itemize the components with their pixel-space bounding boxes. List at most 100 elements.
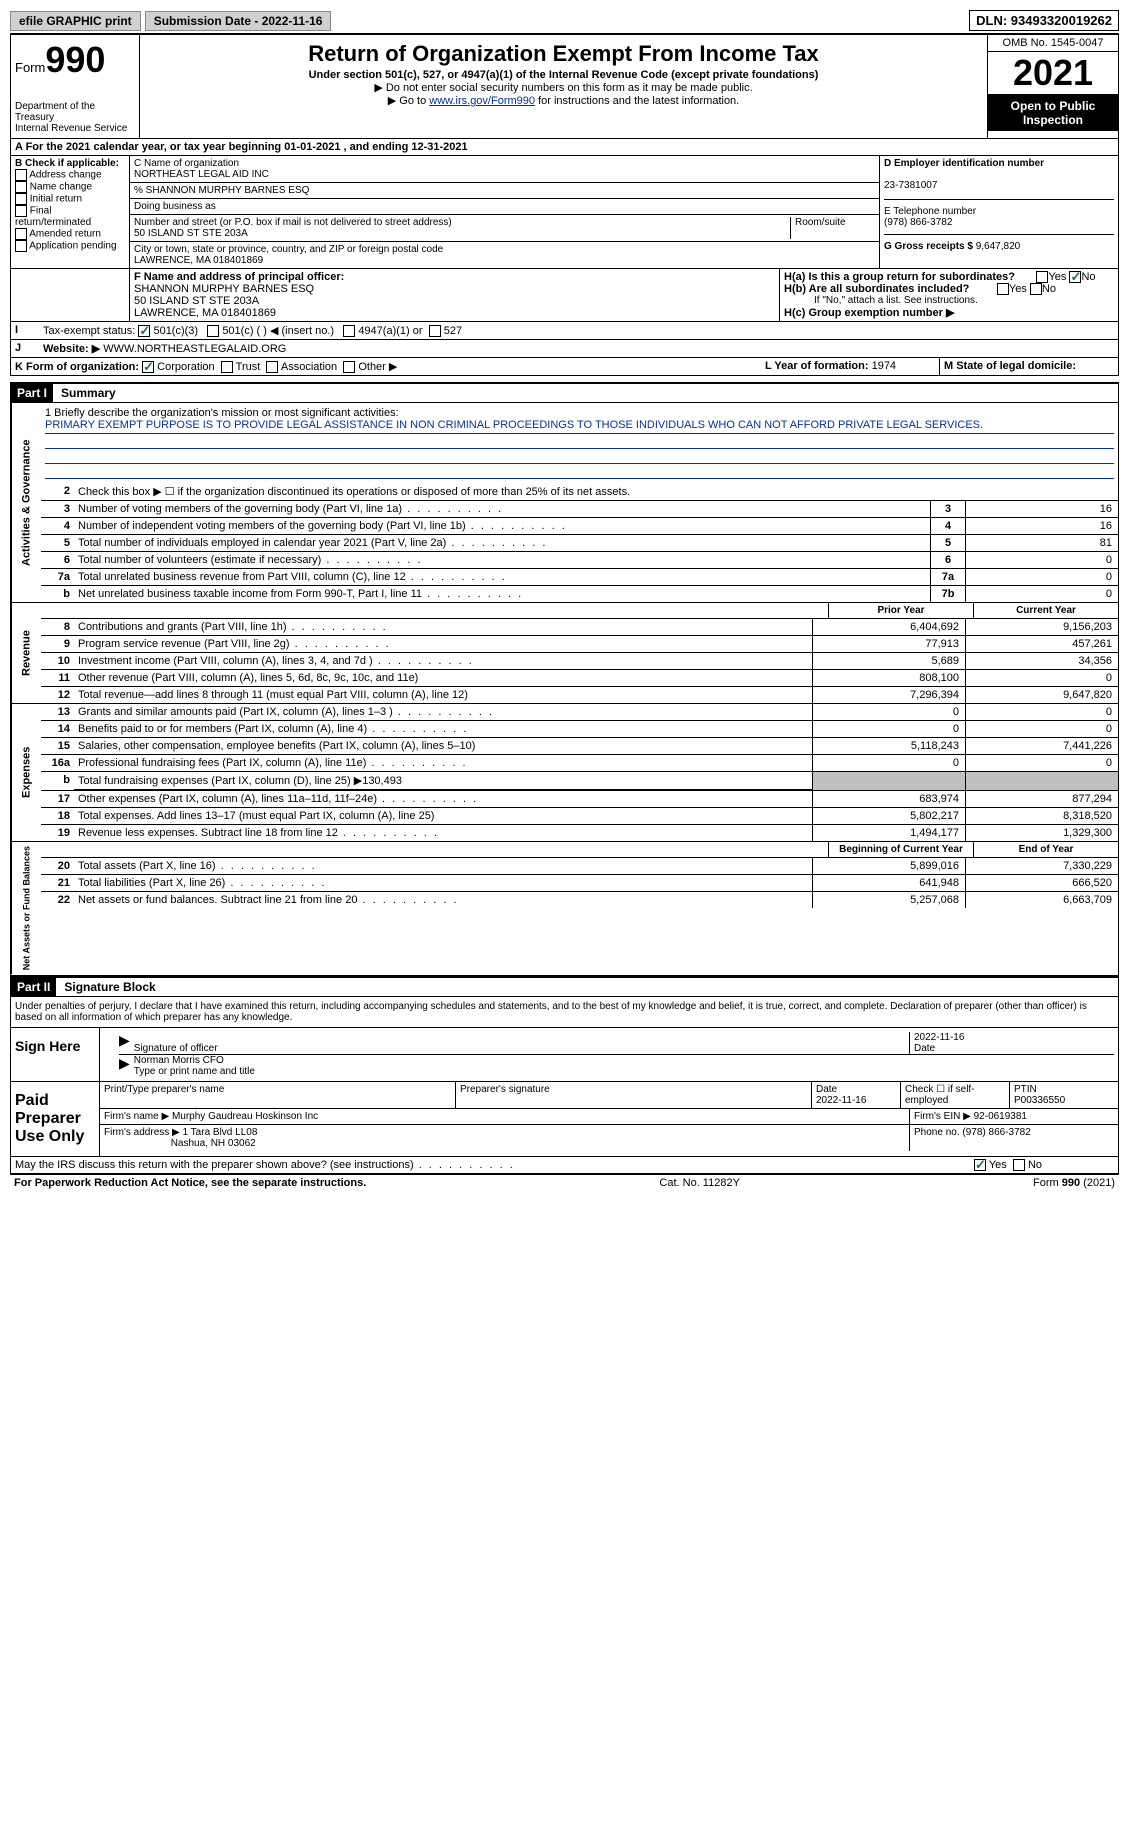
line16a-prior: 0: [812, 755, 965, 771]
line3-box: 3: [930, 501, 965, 517]
side-revenue: Revenue: [11, 603, 41, 703]
gross-receipts: 9,647,820: [976, 241, 1021, 252]
part1-title: Summary: [53, 384, 124, 402]
begin-year-header: Beginning of Current Year: [828, 842, 973, 857]
prep-date: 2022-11-16: [816, 1095, 866, 1106]
line5-text: Total number of individuals employed in …: [74, 535, 930, 551]
check-4947[interactable]: [343, 325, 355, 337]
line8-text: Contributions and grants (Part VIII, lin…: [74, 619, 812, 635]
opt-527: 527: [444, 325, 462, 337]
ptin-label: PTIN: [1014, 1084, 1037, 1095]
submission-date: Submission Date - 2022-11-16: [145, 11, 332, 31]
check-527[interactable]: [429, 325, 441, 337]
firm-name-label: Firm's name ▶: [104, 1111, 169, 1122]
check-name[interactable]: [15, 181, 27, 193]
line12-text: Total revenue—add lines 8 through 11 (mu…: [74, 687, 812, 703]
check-trust[interactable]: [221, 361, 233, 373]
line21-prior: 641,948: [812, 875, 965, 891]
officer-city: LAWRENCE, MA 018401869: [134, 307, 276, 319]
ha-yes[interactable]: [1036, 271, 1048, 283]
line11-current: 0: [965, 670, 1118, 686]
officer-name: SHANNON MURPHY BARNES ESQ: [134, 283, 314, 295]
tax-exempt-label: Tax-exempt status:: [43, 325, 135, 337]
dept-treasury: Department of the Treasury: [15, 101, 135, 123]
line3-val: 16: [965, 501, 1118, 517]
line19-current: 1,329,300: [965, 825, 1118, 841]
line17-prior: 683,974: [812, 791, 965, 807]
line7a-box: 7a: [930, 569, 965, 585]
year-line: A For the 2021 calendar year, or tax yea…: [10, 139, 1119, 156]
irs-link[interactable]: www.irs.gov/Form990: [429, 95, 535, 107]
line12-current: 9,647,820: [965, 687, 1118, 703]
line20-text: Total assets (Part X, line 16): [74, 858, 812, 874]
irs: Internal Revenue Service: [15, 123, 135, 134]
type-name-label: Type or print name and title: [134, 1066, 255, 1077]
line20-current: 7,330,229: [965, 858, 1118, 874]
opt-trust: Trust: [236, 361, 261, 373]
line5-box: 5: [930, 535, 965, 551]
footer-left: For Paperwork Reduction Act Notice, see …: [14, 1177, 366, 1189]
discuss-yes[interactable]: [974, 1159, 986, 1171]
discuss-no[interactable]: [1013, 1159, 1025, 1171]
part2-title: Signature Block: [56, 978, 163, 996]
check-501c3[interactable]: [138, 325, 150, 337]
part1-header: Part I: [11, 384, 53, 402]
line14-prior: 0: [812, 721, 965, 737]
line6-text: Total number of volunteers (estimate if …: [74, 552, 930, 568]
prior-year-header: Prior Year: [828, 603, 973, 618]
prep-check-if: Check ☐ if self-employed: [901, 1082, 1010, 1108]
line8-current: 9,156,203: [965, 619, 1118, 635]
sign-here: Sign Here: [11, 1028, 100, 1081]
line12-prior: 7,296,394: [812, 687, 965, 703]
street-label: Number and street (or P.O. box if mail i…: [134, 217, 452, 228]
check-name-label: Name change: [30, 182, 92, 193]
form-label: Form: [15, 60, 45, 75]
care-of: % SHANNON MURPHY BARNES ESQ: [134, 185, 309, 196]
opt-501c: 501(c) ( ) ◀ (insert no.): [222, 325, 334, 337]
opt-501c3: 501(c)(3): [153, 325, 198, 337]
check-501c[interactable]: [207, 325, 219, 337]
check-pending[interactable]: [15, 240, 27, 252]
check-initial[interactable]: [15, 193, 27, 205]
check-final[interactable]: [15, 205, 27, 217]
line7a-val: 0: [965, 569, 1118, 585]
tax-year: 2021: [988, 52, 1118, 95]
hb-yes[interactable]: [997, 283, 1009, 295]
mission-intro: 1 Briefly describe the organization's mi…: [45, 407, 1114, 419]
opt-other: Other ▶: [358, 361, 397, 373]
part2-header: Part II: [11, 978, 56, 996]
note-goto-b: for instructions and the latest informat…: [535, 95, 739, 107]
check-other[interactable]: [343, 361, 355, 373]
open-public: Open to Public Inspection: [988, 95, 1118, 131]
may-irs-discuss: May the IRS discuss this return with the…: [11, 1157, 970, 1173]
line7b-val: 0: [965, 586, 1118, 602]
penalties-text: Under penalties of perjury, I declare th…: [10, 997, 1119, 1028]
opt-4947: 4947(a)(1) or: [358, 325, 422, 337]
check-corp[interactable]: [142, 361, 154, 373]
ha-no[interactable]: [1069, 271, 1081, 283]
line11-prior: 808,100: [812, 670, 965, 686]
prep-sig-label: Preparer's signature: [456, 1082, 812, 1108]
line4-text: Number of independent voting members of …: [74, 518, 930, 534]
check-assoc[interactable]: [266, 361, 278, 373]
form-title: Return of Organization Exempt From Incom…: [144, 41, 983, 67]
check-address[interactable]: [15, 169, 27, 181]
check-address-label: Address change: [29, 170, 101, 181]
section-l-label: L Year of formation:: [765, 360, 869, 372]
year-formation: 1974: [872, 360, 896, 372]
hb-no[interactable]: [1030, 283, 1042, 295]
firm-name: Murphy Gaudreau Hoskinson Inc: [172, 1111, 318, 1122]
line9-current: 457,261: [965, 636, 1118, 652]
check-amended[interactable]: [15, 228, 27, 240]
line16b-current: [965, 772, 1118, 790]
sig-officer-label: Signature of officer: [134, 1043, 218, 1054]
officer-street: 50 ISLAND ST STE 203A: [134, 295, 259, 307]
line9-prior: 77,913: [812, 636, 965, 652]
line8-prior: 6,404,692: [812, 619, 965, 635]
ptin: P00336550: [1014, 1095, 1065, 1106]
website-label: Website: ▶: [43, 343, 100, 355]
line13-current: 0: [965, 704, 1118, 720]
end-year-header: End of Year: [973, 842, 1118, 857]
line15-current: 7,441,226: [965, 738, 1118, 754]
efile-label: efile GRAPHIC print: [10, 11, 141, 31]
